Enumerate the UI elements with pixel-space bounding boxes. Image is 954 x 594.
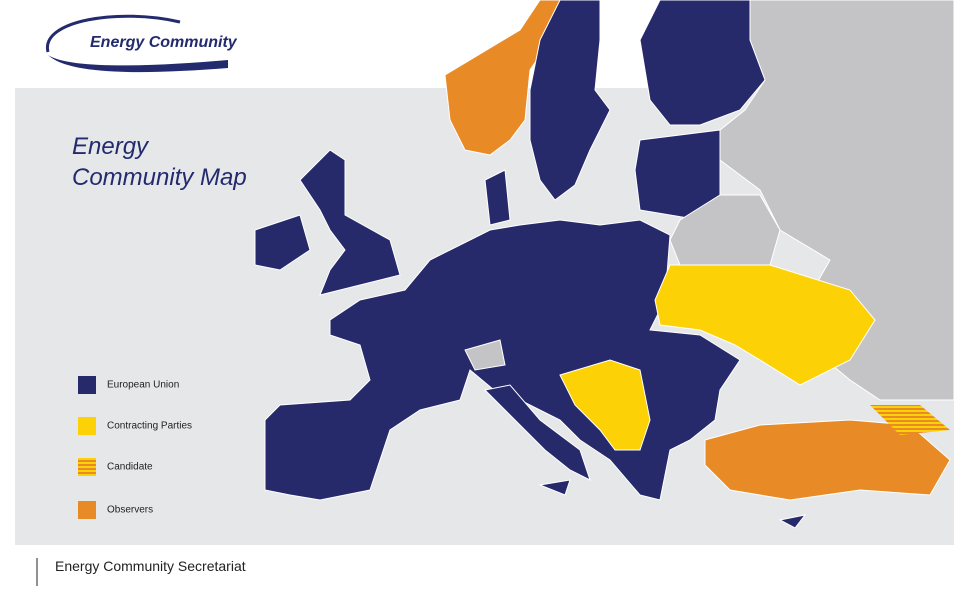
georgia (870, 405, 950, 435)
legend-swatch (78, 417, 96, 435)
map-title: Energy (72, 133, 150, 160)
denmark (484, 169, 511, 226)
sweden (529, 0, 611, 201)
switzerland (464, 339, 506, 371)
western-balkans (559, 359, 651, 451)
logo: Energy Community (46, 14, 238, 73)
map (254, 0, 954, 529)
legend-swatch (78, 501, 96, 519)
turkey (704, 419, 951, 501)
finland (639, 0, 766, 126)
legend: European Union Contracting Parties Candida… (78, 376, 192, 519)
legend-label: Contracting Parties (107, 421, 192, 432)
logo-text: Energy Community (90, 34, 238, 51)
italy (483, 384, 591, 481)
legend-label: Candidate (107, 462, 153, 473)
legend-swatch (78, 376, 96, 394)
sicily (538, 479, 571, 496)
uk (299, 149, 401, 296)
cyprus (778, 514, 807, 529)
legend-label: Observers (107, 505, 153, 516)
ireland (254, 214, 311, 271)
ukraine (654, 264, 876, 386)
map-title: Community Map (72, 164, 247, 191)
legend-label: European Union (107, 380, 179, 391)
footer-text: Energy Community Secretariat (55, 558, 246, 574)
norway (444, 0, 561, 156)
belarus (669, 194, 781, 266)
legend-swatch (78, 458, 96, 476)
